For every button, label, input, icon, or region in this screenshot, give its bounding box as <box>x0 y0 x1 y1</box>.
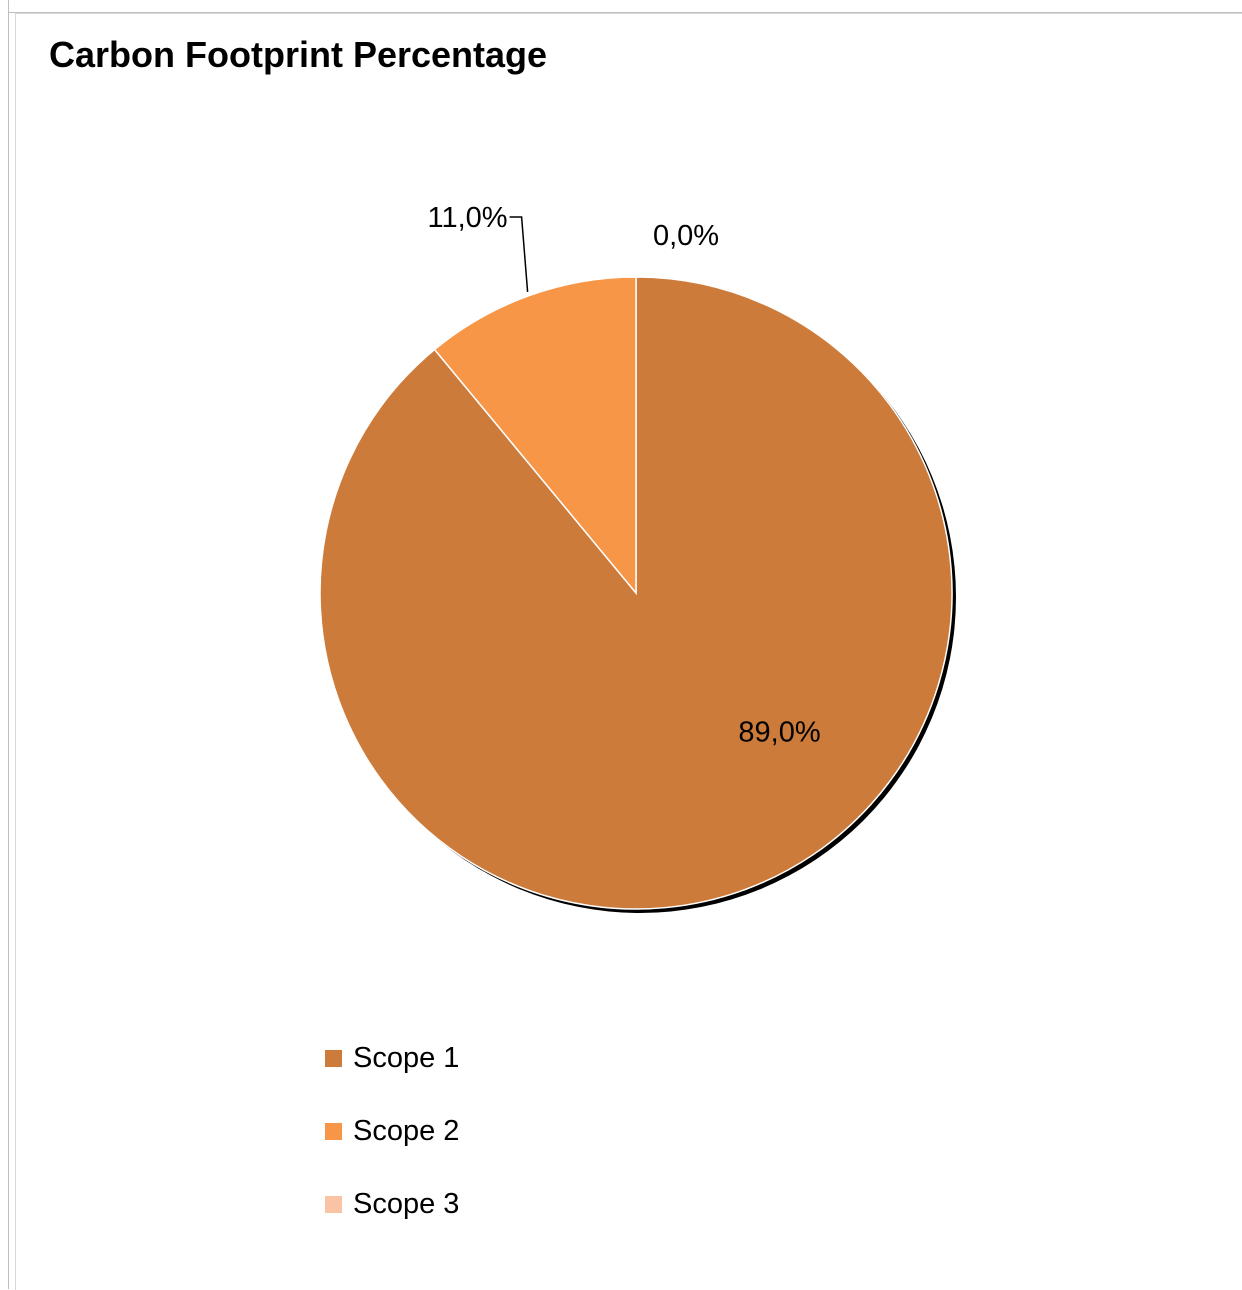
window-edge-left <box>0 0 9 1289</box>
legend-label: Scope 1 <box>353 1041 460 1074</box>
legend-label: Scope 2 <box>353 1114 460 1147</box>
legend-item-scope-3[interactable]: Scope 3 <box>325 1186 459 1222</box>
pie-slice-scope-2 <box>433 276 637 596</box>
legend-label: Scope 3 <box>353 1187 460 1220</box>
data-label-scope-2: 11,0% <box>428 202 508 234</box>
legend-swatch-scope-2 <box>325 1122 342 1140</box>
leader-line-scope-2 <box>509 216 529 292</box>
legend-swatch-scope-1 <box>325 1049 342 1067</box>
legend-item-scope-1[interactable]: Scope 1 <box>325 1040 459 1076</box>
data-label-scope-3: 0,0% <box>653 220 719 252</box>
chart-title: Carbon Footprint Percentage <box>49 34 548 75</box>
legend-swatch-scope-3 <box>325 1195 342 1213</box>
data-label-scope-1: 89,0% <box>738 717 820 749</box>
window-edge-top <box>8 0 1242 13</box>
legend-item-scope-2[interactable]: Scope 2 <box>325 1113 459 1149</box>
legend[interactable]: Scope 1 Scope 2 Scope 3 <box>325 1040 459 1259</box>
pie-slice-scope-1 <box>319 276 953 910</box>
